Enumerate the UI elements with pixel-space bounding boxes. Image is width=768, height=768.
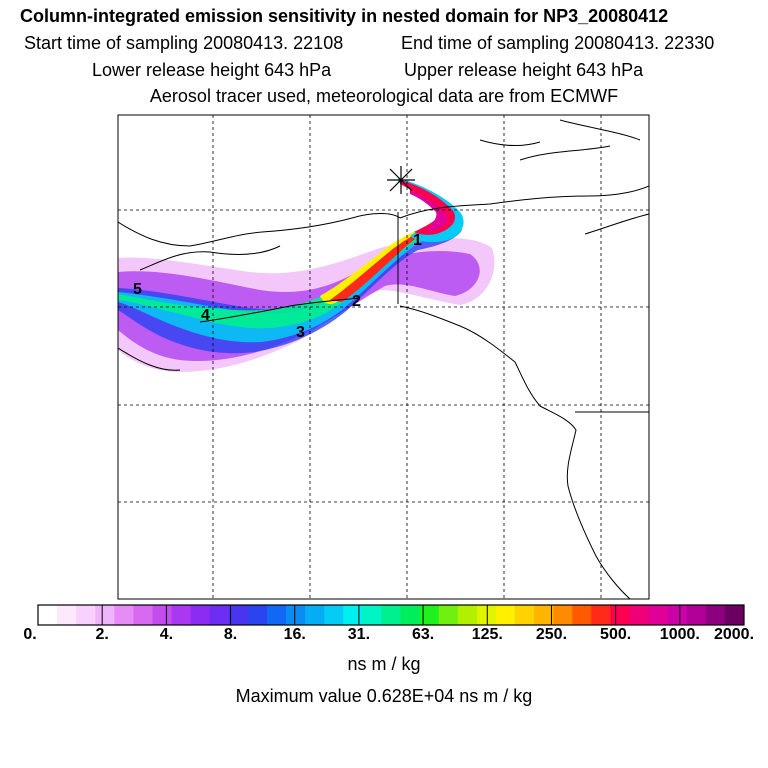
colorbar-tick-label: 500. [600, 626, 632, 643]
colorbar-swatch [171, 605, 192, 625]
coast-chukotka [139, 245, 281, 271]
day-label-4: 4 [201, 307, 210, 324]
colorbar-swatch [133, 605, 153, 625]
coast-canada-islands [479, 119, 649, 235]
colorbar-swatch [266, 605, 287, 625]
colorbar-tick-label: 0. [23, 626, 37, 643]
day-label-2: 2 [352, 293, 361, 310]
colorbar [38, 605, 745, 625]
colorbar-swatch [610, 605, 631, 625]
colorbar-swatch [705, 605, 726, 625]
border-canada-us [397, 212, 649, 413]
map-frame [117, 114, 650, 600]
colorbar-swatch [343, 605, 363, 625]
colorbar-tick-label: 8. [223, 626, 238, 643]
sensitivity-plume [118, 178, 495, 372]
day-label-5: 5 [133, 281, 142, 298]
colorbar-tick-label: 31. [347, 626, 371, 643]
colorbar-tick-label: 4. [159, 626, 174, 643]
colorbar-swatch [76, 605, 96, 625]
colorbar-tick-label: 1000. [659, 626, 700, 643]
colorbar-swatch [724, 605, 745, 625]
colorbar-swatch [495, 605, 516, 625]
coast-aleutians [199, 297, 361, 323]
colorbar-swatch [457, 605, 478, 625]
coast-kamchatka [118, 347, 181, 371]
colorbar-swatch [305, 605, 325, 625]
colorbar-frame [37, 604, 745, 626]
colorbar-swatch [247, 605, 268, 625]
colorbar-tick-label: 125. [471, 626, 503, 643]
coast-alaska-south [399, 305, 631, 599]
colorbar-unit-label: ns m / kg [347, 654, 421, 674]
colorbar-swatch [209, 605, 230, 625]
lower-height-label: Lower release height 643 hPa [92, 60, 332, 80]
end-time-label: End time of sampling 20080413. 22330 [401, 33, 715, 53]
coast-asia [118, 213, 401, 247]
day-label-3: 3 [296, 324, 305, 341]
colorbar-swatch [591, 605, 611, 625]
colorbar-swatch [648, 605, 669, 625]
coast-alaska-arctic [399, 185, 649, 219]
colorbar-swatch [114, 605, 134, 625]
colorbar-swatch [553, 605, 573, 625]
colorbar-swatch [152, 605, 173, 625]
plot-title: Column-integrated emission sensitivity i… [20, 6, 669, 26]
colorbar-swatch [629, 605, 650, 625]
start-time-label: Start time of sampling 20080413. 22108 [24, 33, 344, 53]
colorbar-tick-label: 2. [95, 626, 109, 643]
release-point-marker [387, 166, 415, 194]
colorbar-swatch [95, 605, 115, 625]
colorbar-swatch [362, 605, 382, 625]
colorbar-swatch [572, 605, 592, 625]
colorbar-swatch [686, 605, 707, 625]
colorbar-tick-label: 63. [411, 626, 435, 643]
colorbar-tick-label: 250. [535, 626, 568, 643]
upper-height-label: Upper release height 643 hPa [404, 60, 644, 80]
colorbar-swatch [419, 605, 440, 625]
day-label-1: 1 [413, 232, 422, 249]
colorbar-swatch [534, 605, 554, 625]
tracer-info-label: Aerosol tracer used, meteorological data… [149, 86, 619, 106]
colorbar-swatch [381, 605, 402, 625]
colorbar-swatch [190, 605, 211, 625]
plume-arc-magenta [410, 190, 448, 232]
colorbar-swatch [324, 605, 344, 625]
colorbar-tick-label: 2000. [713, 626, 755, 643]
colorbar-swatch [228, 605, 249, 625]
maximum-value-label: Maximum value 0.628E+04 ns m / kg [235, 686, 533, 706]
colorbar-swatch [57, 605, 77, 625]
colorbar-tick-label: 16. [283, 626, 306, 643]
coastlines [118, 119, 649, 599]
colorbar-swatch [515, 605, 535, 625]
plume-red [330, 230, 426, 302]
colorbar-swatch [438, 605, 459, 625]
colorbar-swatch [38, 605, 58, 625]
colorbar-swatch [286, 605, 306, 625]
colorbar-swatch [667, 605, 688, 625]
graticule [118, 115, 649, 599]
colorbar-swatch [476, 605, 497, 625]
colorbar-swatch [400, 605, 421, 625]
